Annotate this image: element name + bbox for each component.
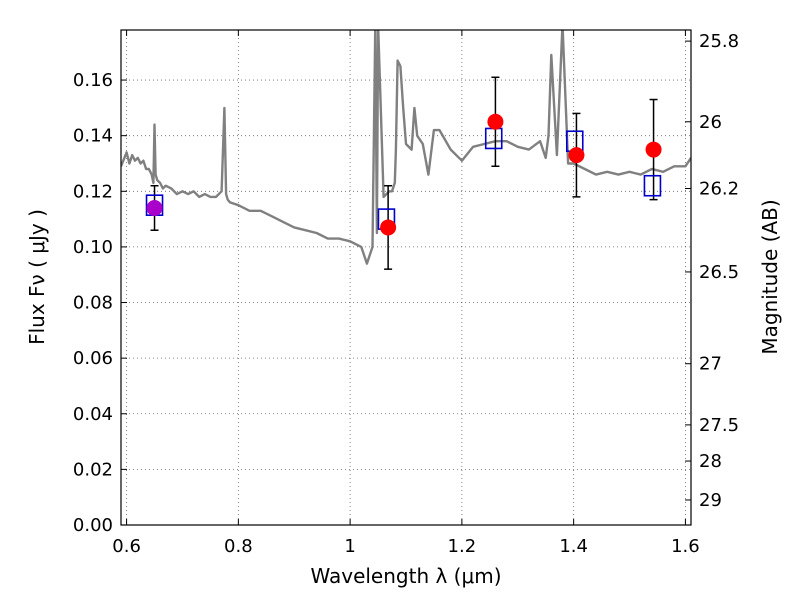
x-tick-label: 1.4 [559,536,588,557]
observed-flux-markers [146,113,662,236]
right-axis-title: Magnitude (AB) [758,199,782,354]
y-tick-label: 0.12 [73,181,113,202]
y-tick-label: 0.02 [73,459,113,480]
x-axis-title: Wavelength λ (μm) [310,564,501,588]
observed-point [645,141,662,158]
plot-frame [120,29,692,526]
observed-point [146,199,163,216]
observed-point [487,113,504,130]
x-tick-label: 0.6 [112,536,141,557]
right-tick-label: 26 [699,112,722,133]
right-tick-label: 29 [699,490,722,511]
x-tick-label: 1.2 [448,536,477,557]
observed-point [380,219,397,236]
right-tick-label: 28 [699,451,722,472]
y-tick-label: 0.14 [73,126,113,147]
spectrum-line [121,30,691,265]
right-tick-label: 27 [699,354,722,375]
y-axis-ticks: 0.00 0.02 0.04 0.06 0.08 0.10 0.12 0.14 0.16 [73,70,127,536]
y-tick-label: 0.00 [73,515,113,536]
y-tick-label: 0.08 [73,293,113,314]
observed-point [568,147,585,164]
x-tick-label: 1.6 [671,536,700,557]
y-tick-label: 0.06 [73,348,113,369]
right-tick-label: 26.2 [699,179,739,200]
model-spectrum [121,30,691,265]
y-tick-label: 0.04 [73,404,113,425]
right-axis-ticks: 25.8 26 26.2 26.5 27 27.5 28 29 [685,31,739,511]
y-tick-label: 0.10 [73,237,113,258]
right-tick-label: 27.5 [699,415,739,436]
x-tick-label: 0.8 [224,536,253,557]
right-tick-label: 25.8 [699,31,739,52]
x-axis-ticks: 0.6 0.8 1 1.2 1.4 1.6 [112,30,700,557]
y-axis-title: Flux Fν ( μJy ) [25,209,49,345]
bandpass-square [643,174,662,197]
x-tick-label: 1 [344,536,355,557]
right-tick-label: 26.5 [699,262,739,283]
y-tick-label: 0.16 [73,70,113,91]
